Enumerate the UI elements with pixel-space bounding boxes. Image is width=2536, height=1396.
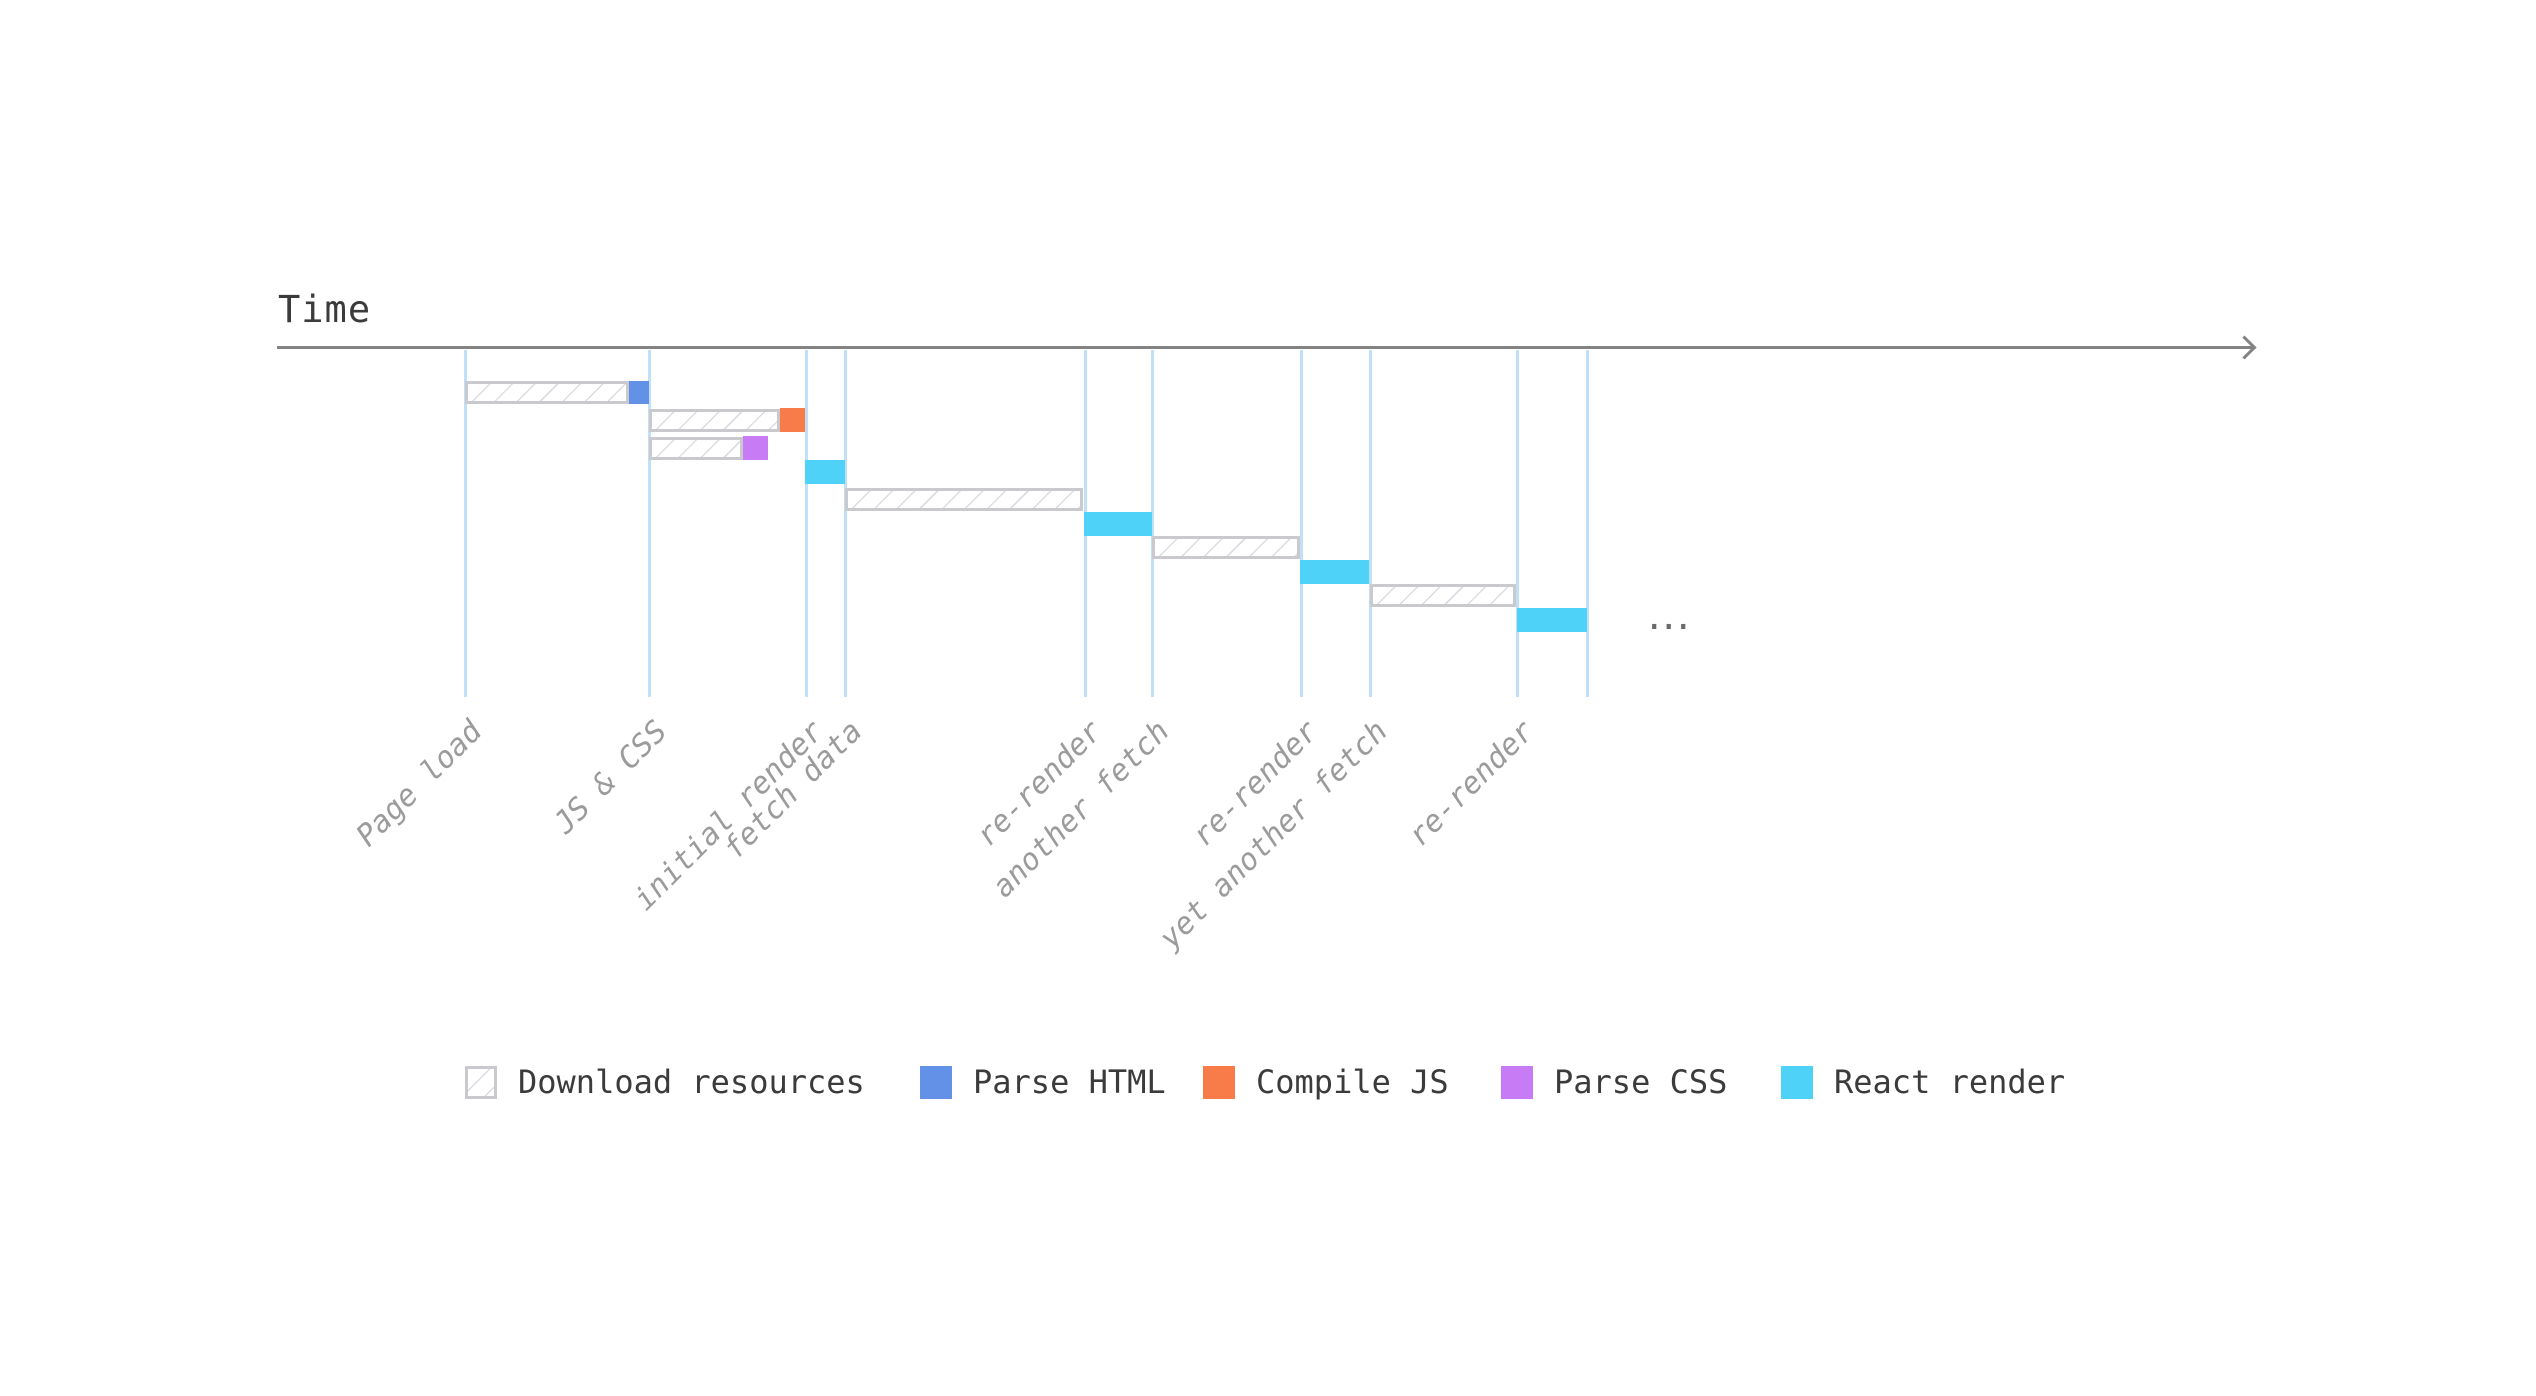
legend-item-parse-css: Parse CSS xyxy=(1501,1066,1727,1099)
axis-title: Time xyxy=(278,288,372,331)
legend-item-parse-html: Parse HTML xyxy=(920,1066,1166,1099)
gridline-page-load xyxy=(464,350,467,697)
axis-arrow-icon xyxy=(2232,335,2257,360)
download-resources-bar xyxy=(649,409,780,432)
gridline-js-css xyxy=(648,350,651,697)
parse-html-block xyxy=(629,381,649,404)
legend-label: React render xyxy=(1834,1063,2066,1101)
gridline-yet-another-fetch xyxy=(1369,350,1372,697)
react-render-block xyxy=(1300,560,1369,584)
gridline-9 xyxy=(1586,350,1589,697)
time-axis-line xyxy=(277,346,2255,349)
legend-swatch-download-resources xyxy=(465,1066,497,1099)
legend-swatch-react-render xyxy=(1781,1066,1813,1099)
gridline-another-fetch xyxy=(1151,350,1154,697)
react-render-block xyxy=(1084,512,1152,536)
legend-swatch-parse-css xyxy=(1501,1066,1533,1099)
tick-label-text: re-render xyxy=(1401,713,1542,854)
gridline-re-render xyxy=(1516,350,1519,697)
download-resources-bar xyxy=(649,437,743,460)
legend-label: Compile JS xyxy=(1256,1063,1449,1101)
download-resources-bar xyxy=(1370,584,1516,607)
download-resources-bar xyxy=(845,488,1083,511)
legend-item-react-render: React render xyxy=(1781,1066,2065,1099)
legend-swatch-compile-js xyxy=(1203,1066,1235,1099)
gridline-re-render xyxy=(1300,350,1303,697)
react-render-block xyxy=(805,460,845,484)
legend-item-compile-js: Compile JS xyxy=(1203,1066,1449,1099)
legend-label: Parse CSS xyxy=(1554,1063,1728,1101)
legend-label: Download resources xyxy=(518,1063,865,1101)
legend-swatch-parse-html xyxy=(920,1066,952,1099)
gridline-fetch-data xyxy=(844,350,847,697)
tick-label-text: Page load xyxy=(349,713,490,854)
compile-js-block xyxy=(780,408,805,432)
gridline-initial-render xyxy=(805,350,808,697)
react-render-block xyxy=(1517,608,1587,632)
parse-css-block xyxy=(743,436,768,460)
download-resources-bar xyxy=(1152,536,1300,559)
tick-label-text: JS & CSS xyxy=(546,713,674,841)
continuation-ellipsis: ... xyxy=(1644,598,1693,638)
legend-label: Parse HTML xyxy=(973,1063,1166,1101)
legend-item-download-resources: Download resources xyxy=(465,1066,865,1099)
download-resources-bar xyxy=(465,381,629,404)
